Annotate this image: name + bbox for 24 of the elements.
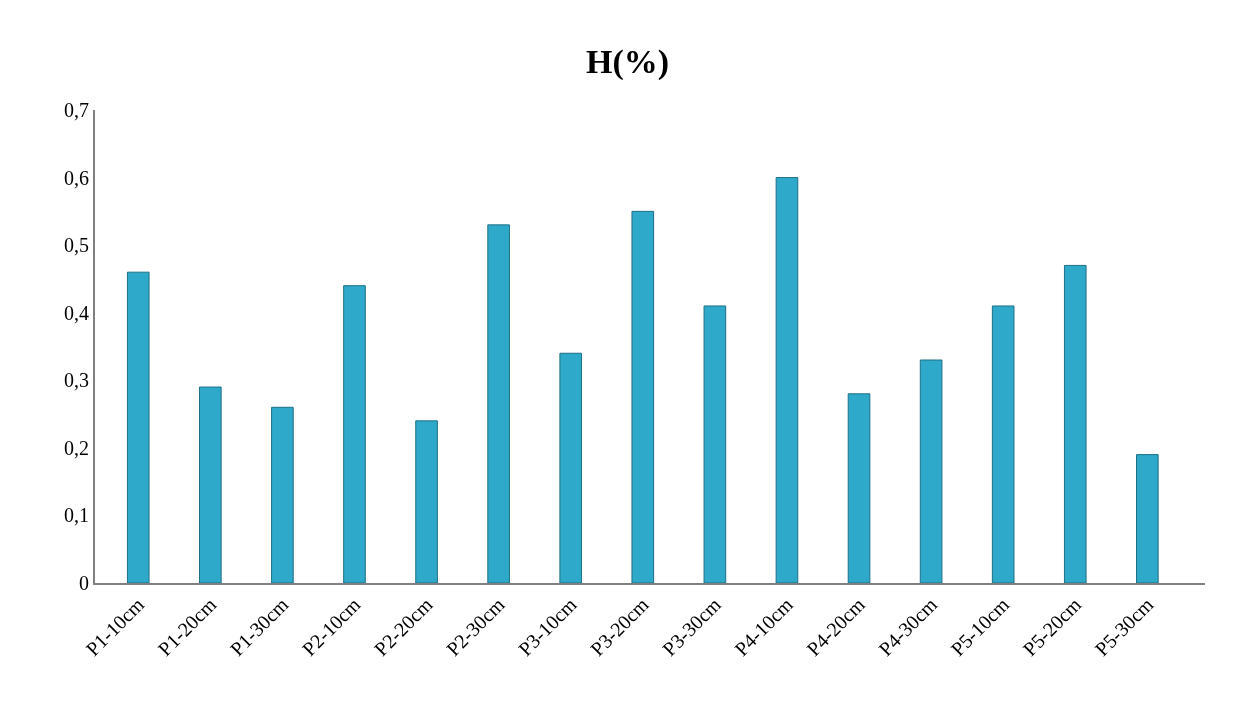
- y-tick-label: 0,2: [64, 436, 89, 459]
- bar: [847, 393, 871, 583]
- y-tick-label: 0,4: [64, 301, 89, 324]
- bar: [199, 386, 222, 583]
- bar: [126, 271, 150, 583]
- bar: [919, 359, 943, 583]
- y-tick-label: 0,7: [64, 99, 89, 121]
- bar: [487, 224, 510, 583]
- bar: [271, 406, 294, 583]
- bar: [559, 352, 583, 583]
- bar: [415, 420, 438, 583]
- bar: [631, 210, 655, 583]
- y-tick-label: 0,6: [64, 166, 89, 189]
- bar: [1136, 454, 1159, 583]
- bar: [775, 177, 799, 583]
- bar: [343, 285, 366, 583]
- bar: [991, 305, 1015, 583]
- chart-title: H(%): [585, 43, 670, 82]
- y-tick-label: 0: [79, 572, 89, 594]
- y-tick-label: 0,1: [64, 504, 89, 527]
- bar: [1063, 264, 1087, 583]
- y-tick-label: 0,5: [64, 234, 89, 257]
- y-tick-label: 0,3: [64, 369, 89, 392]
- bar: [703, 305, 727, 583]
